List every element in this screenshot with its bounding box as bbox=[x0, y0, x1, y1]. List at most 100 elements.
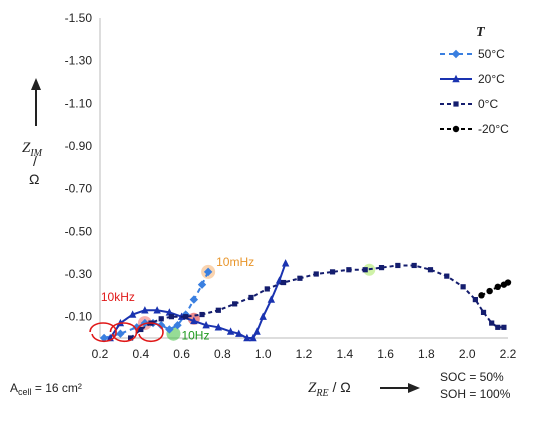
frequency-annotation: 10mHz bbox=[216, 255, 254, 269]
y-axis-arrowhead bbox=[31, 78, 41, 90]
data-point bbox=[157, 321, 166, 330]
svg-text:ZIM: ZIM bbox=[22, 140, 43, 159]
x-tick-label: 1.6 bbox=[377, 347, 394, 361]
legend: T 50°C 20°C 0°C -20°C bbox=[440, 25, 509, 136]
legend-entry: 20°C bbox=[440, 72, 505, 86]
data-point bbox=[173, 321, 182, 330]
data-point bbox=[214, 323, 223, 331]
y-axis-title-main: Z bbox=[22, 140, 31, 156]
data-point bbox=[395, 262, 401, 269]
legend-swatch-marker bbox=[452, 74, 460, 83]
y-tick-label: -1.30 bbox=[65, 54, 93, 68]
x-axis-title: ZRE / Ω bbox=[308, 379, 420, 399]
data-point bbox=[281, 279, 287, 286]
x-tick-label: 0.2 bbox=[92, 347, 109, 361]
y-axis-title-sub: IM bbox=[29, 148, 42, 159]
legend-label: 20°C bbox=[478, 72, 505, 86]
data-point bbox=[183, 314, 189, 320]
series-2 bbox=[128, 262, 507, 341]
data-point bbox=[116, 329, 125, 338]
frequency-annotation: 10Hz bbox=[181, 329, 209, 343]
data-point bbox=[313, 271, 319, 277]
data-point bbox=[235, 329, 243, 337]
data-point bbox=[199, 311, 205, 318]
data-point bbox=[444, 273, 450, 279]
data-point bbox=[128, 310, 137, 318]
data-point bbox=[138, 326, 144, 333]
data-point bbox=[346, 267, 352, 273]
x-axis-title-unit: / Ω bbox=[329, 379, 351, 395]
data-point bbox=[203, 267, 213, 277]
data-point bbox=[504, 279, 512, 286]
series-3 bbox=[478, 279, 512, 299]
legend-label: -20°C bbox=[478, 122, 509, 136]
data-point bbox=[215, 307, 221, 313]
data-point bbox=[472, 297, 478, 303]
data-point bbox=[267, 295, 276, 303]
soh-label: SOH = 100% bbox=[440, 387, 511, 401]
data-point bbox=[99, 333, 109, 343]
data-point bbox=[243, 333, 251, 342]
x-tick-label: 0.4 bbox=[132, 347, 149, 361]
x-axis-arrowhead bbox=[408, 383, 420, 393]
plot-area: -1.50 -1.30 -1.10 -0.90 -0.70 -0.50 -0.30 -0.10… bbox=[65, 11, 517, 361]
data-point bbox=[411, 262, 417, 269]
x-tick-label: 1.4 bbox=[336, 347, 353, 361]
data-point bbox=[253, 327, 261, 335]
data-point bbox=[226, 327, 235, 335]
series-line bbox=[129, 264, 504, 339]
data-point bbox=[141, 306, 149, 314]
data-point bbox=[197, 280, 207, 289]
y-axis-title-slash: / bbox=[33, 153, 37, 169]
x-tick-label: 0.8 bbox=[214, 347, 231, 361]
data-point bbox=[489, 320, 495, 326]
legend-entry: 50°C bbox=[440, 47, 505, 61]
x-axis-title-sub: RE bbox=[315, 388, 328, 399]
data-point bbox=[494, 283, 501, 290]
y-tick-label: -0.90 bbox=[65, 139, 93, 153]
data-point bbox=[297, 275, 303, 281]
data-point bbox=[486, 287, 493, 295]
x-tick-label: 1.0 bbox=[255, 347, 272, 361]
hand-drawn-circle bbox=[89, 322, 117, 343]
svg-text:ZRE / Ω: ZRE / Ω bbox=[308, 379, 351, 399]
data-point bbox=[202, 321, 210, 329]
legend-swatch-marker bbox=[453, 101, 459, 107]
data-point bbox=[128, 335, 134, 341]
cell-area-label: Acell = 16 cm² bbox=[10, 381, 82, 397]
data-point bbox=[168, 314, 174, 320]
y-tick-label: -0.50 bbox=[65, 224, 93, 238]
data-point bbox=[190, 316, 198, 325]
y-tick-label: -0.70 bbox=[65, 182, 93, 196]
data-point bbox=[281, 259, 290, 267]
data-point bbox=[264, 286, 270, 292]
legend-entry: -20°C bbox=[440, 122, 509, 136]
y-tick-label: -0.10 bbox=[65, 310, 93, 324]
x-tick-label: 2.0 bbox=[459, 347, 476, 361]
data-point bbox=[329, 269, 336, 275]
y-axis-title-unit: Ω bbox=[29, 171, 39, 187]
data-point bbox=[232, 301, 238, 307]
x-tick-label: 1.2 bbox=[296, 347, 313, 361]
soc-label: SOC = 50% bbox=[440, 370, 504, 384]
x-tick-label: 1.8 bbox=[418, 347, 435, 361]
data-point bbox=[427, 267, 434, 273]
data-point bbox=[248, 294, 254, 301]
frequency-annotation: 10kHz bbox=[101, 290, 135, 304]
y-tick-label: -1.10 bbox=[65, 96, 93, 110]
data-point bbox=[158, 316, 164, 322]
legend-swatch-marker bbox=[451, 49, 461, 59]
data-point bbox=[249, 333, 257, 342]
x-axis-title-main: Z bbox=[308, 380, 317, 396]
data-point bbox=[362, 267, 368, 273]
legend-swatch-marker bbox=[452, 125, 460, 133]
x-tick-label: 2.2 bbox=[500, 347, 517, 361]
data-point bbox=[259, 312, 267, 320]
hand-drawn-circle bbox=[136, 322, 164, 343]
x-tick-label: 0.6 bbox=[173, 347, 190, 361]
data-point bbox=[165, 325, 174, 334]
y-axis-title: ZIM / Ω bbox=[22, 78, 43, 187]
y-tick-label: -0.30 bbox=[65, 267, 93, 281]
data-point bbox=[189, 295, 199, 304]
